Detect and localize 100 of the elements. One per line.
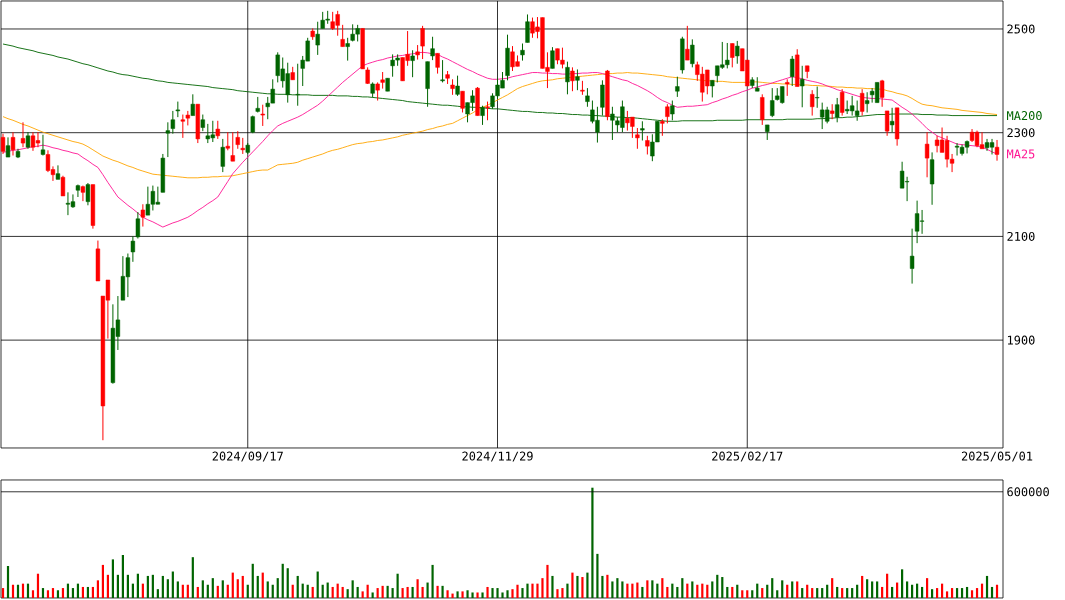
bar [441,585,444,598]
candlestick [924,131,930,178]
bar [501,592,504,598]
bar [781,580,784,598]
bar [681,578,684,598]
candlestick [170,110,175,135]
bar [726,586,729,598]
bar [411,586,414,598]
bar [321,584,324,598]
bar [456,591,459,598]
bar [26,583,30,598]
bar [581,577,584,598]
bar [271,584,274,598]
bar [856,584,859,598]
bar [86,586,90,598]
bar [965,586,969,598]
bar [351,580,354,598]
bar [91,586,95,598]
bar [406,586,409,598]
bar [691,581,694,598]
bar [461,591,464,598]
bar [121,554,124,598]
series-label: MA200 [1007,111,1042,121]
candlestick [884,110,890,137]
bar [881,586,884,598]
bar [396,573,399,598]
candlestick [575,68,580,91]
bar [471,592,474,598]
bar [611,581,614,598]
bar [241,575,244,598]
bar [561,588,564,598]
bar [975,588,979,598]
bar [236,579,239,598]
candlestick [735,40,740,65]
bar [476,592,479,598]
bar [246,584,249,598]
bar [426,582,429,598]
candlestick [760,93,765,126]
bar [696,584,699,598]
bar [496,588,499,598]
bar [401,588,404,598]
bar [920,586,924,598]
y-tick-label: 2300 [1007,128,1035,138]
bar [481,592,484,598]
bar [156,589,159,598]
candlestick [874,81,880,104]
bar [955,588,959,598]
candlestick [190,93,195,117]
bar [366,584,369,598]
bar [371,592,374,598]
bar [711,581,714,598]
bar [81,586,85,598]
series-label: MA25 [1007,149,1035,159]
bar [606,574,609,598]
bar [116,574,119,598]
bar [826,584,829,598]
bar [721,577,724,598]
candlestick [460,90,465,113]
bar [296,575,299,598]
bar [551,575,554,598]
bar [511,589,514,598]
bar [181,584,184,598]
candlestick [565,61,570,95]
candlestick [295,63,300,107]
candlestick [60,175,66,197]
candlestick [220,138,225,173]
candlestick [879,79,885,108]
x-tick-label: 2025/02/17 [712,451,783,462]
candlestick [375,81,380,102]
bar [451,593,454,598]
candlestick [0,133,6,155]
bar [746,590,749,598]
bar [571,572,574,598]
bar [930,589,934,598]
bar [536,583,539,598]
bar [651,580,654,598]
bar [866,579,869,598]
bar [940,583,944,598]
bar [736,584,739,598]
candlestick [55,164,61,180]
bar [811,588,814,598]
bar [861,575,864,598]
bar [751,590,754,598]
bar [126,574,129,598]
bar [506,590,509,598]
candlestick [430,36,435,61]
bar [1,588,5,598]
bar [226,584,229,598]
candlestick [570,66,575,92]
bar [886,573,889,598]
bar [591,487,594,598]
candlestick [65,191,71,216]
bar [641,586,644,598]
bar [791,581,794,598]
bar [786,584,789,598]
bar [416,579,419,598]
bar [676,586,679,598]
bar [601,575,604,598]
bar [960,588,964,598]
bar [176,581,179,598]
